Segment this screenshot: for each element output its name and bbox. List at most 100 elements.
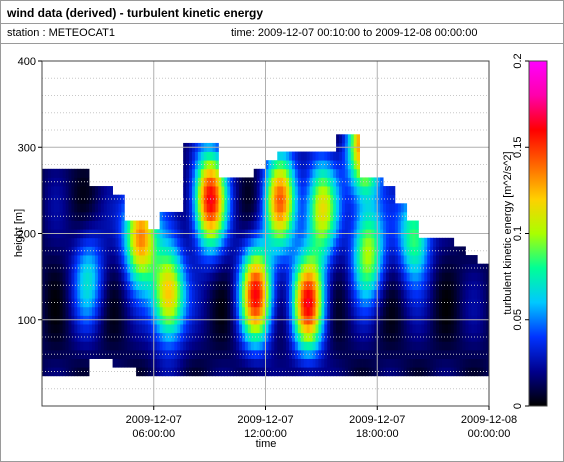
heatmap-cell	[177, 263, 181, 273]
heatmap-cell	[203, 160, 208, 170]
heatmap-cell	[256, 186, 261, 196]
heatmap-cell	[374, 306, 378, 316]
heatmap-cell	[283, 168, 287, 178]
heatmap-cell	[194, 255, 199, 265]
heatmap-cell	[253, 324, 258, 334]
heatmap-cell	[321, 160, 325, 170]
heatmap-cell	[77, 341, 81, 351]
heatmap-cell	[294, 367, 299, 377]
heatmap-cell	[368, 280, 372, 290]
heatmap-cell	[391, 203, 396, 213]
heatmap-cell	[303, 358, 308, 368]
heatmap-cell	[156, 306, 161, 316]
heatmap-cell	[183, 168, 187, 178]
heatmap-cell	[94, 220, 99, 230]
heatmap-cell	[156, 358, 161, 368]
heatmap-cell	[109, 186, 113, 196]
heatmap-cell	[377, 255, 381, 265]
heatmap-cell	[362, 367, 366, 377]
heatmap-cell	[147, 341, 152, 351]
heatmap-cell	[321, 263, 325, 273]
heatmap-cell	[221, 203, 225, 213]
heatmap-cell	[297, 220, 302, 230]
heatmap-cell	[189, 263, 193, 273]
heatmap-cell	[441, 358, 446, 368]
heatmap-cell	[189, 367, 193, 377]
heatmap-cell	[44, 177, 49, 187]
heatmap-cell	[124, 255, 128, 265]
heatmap-cell	[183, 160, 187, 170]
heatmap-cell	[289, 332, 293, 342]
heatmap-cell	[444, 341, 449, 351]
heatmap-cell	[218, 177, 222, 187]
heatmap-cell	[377, 203, 381, 213]
heatmap-cell	[341, 151, 346, 161]
heatmap-cell	[139, 289, 143, 299]
heatmap-cell	[330, 324, 334, 334]
heatmap-cell	[183, 186, 187, 196]
heatmap-cell	[350, 246, 355, 256]
heatmap-cell	[268, 203, 272, 213]
heatmap-cell	[283, 220, 287, 230]
heatmap-cell	[468, 341, 472, 351]
heatmap-cell	[309, 203, 313, 213]
heatmap-cell	[306, 255, 311, 265]
heatmap-cell	[53, 358, 58, 368]
heatmap-cell	[124, 220, 128, 230]
heatmap-cell	[344, 341, 349, 351]
heatmap-cell	[486, 349, 490, 359]
heatmap-cell	[339, 186, 343, 196]
heatmap-cell	[347, 272, 352, 282]
heatmap-cell	[109, 203, 113, 213]
heatmap-cell	[230, 358, 234, 368]
heatmap-cell	[444, 272, 449, 282]
heatmap-cell	[339, 367, 343, 377]
heatmap-cell	[183, 177, 187, 187]
heatmap-cell	[277, 186, 281, 196]
heatmap-cell	[365, 341, 369, 351]
heatmap-cell	[250, 324, 255, 334]
heatmap-cell	[433, 306, 437, 316]
heatmap-cell	[294, 237, 299, 247]
heatmap-cell	[368, 237, 372, 247]
heatmap-cell	[353, 194, 358, 204]
heatmap-cell	[259, 255, 263, 265]
heatmap-cell	[274, 272, 278, 282]
heatmap-cell	[253, 289, 258, 299]
heatmap-cell	[486, 263, 490, 273]
heatmap-cell	[321, 280, 325, 290]
heatmap-cell	[289, 280, 293, 290]
heatmap-cell	[265, 220, 269, 230]
heatmap-cell	[394, 306, 399, 316]
heatmap-cell	[186, 298, 190, 308]
heatmap-cell	[189, 280, 193, 290]
heatmap-cell	[427, 306, 431, 316]
heatmap-cell	[221, 177, 225, 187]
heatmap-cell	[347, 280, 352, 290]
heatmap-cell	[194, 237, 199, 247]
heatmap-cell	[91, 306, 96, 316]
heatmap-cell	[215, 237, 219, 247]
heatmap-cell	[353, 246, 358, 256]
heatmap-cell	[397, 341, 402, 351]
heatmap-cell	[339, 151, 343, 161]
heatmap-cell	[221, 332, 225, 342]
heatmap-cell	[183, 306, 187, 316]
heatmap-cell	[62, 263, 66, 273]
heatmap-cell	[236, 255, 240, 265]
heatmap-cell	[47, 186, 52, 196]
heatmap-cell	[433, 341, 437, 351]
heatmap-cell	[206, 289, 211, 299]
heatmap-cell	[186, 341, 190, 351]
heatmap-cell	[121, 237, 125, 247]
heatmap-cell	[368, 177, 372, 187]
heatmap-cell	[277, 280, 281, 290]
heatmap-cell	[412, 306, 416, 316]
heatmap-cell	[330, 203, 334, 213]
heatmap-cell	[391, 306, 396, 316]
heatmap-cell	[74, 168, 78, 178]
heatmap-cell	[344, 332, 349, 342]
heatmap-cell	[312, 151, 316, 161]
heatmap-cell	[344, 272, 349, 282]
heatmap-cell	[42, 306, 46, 316]
